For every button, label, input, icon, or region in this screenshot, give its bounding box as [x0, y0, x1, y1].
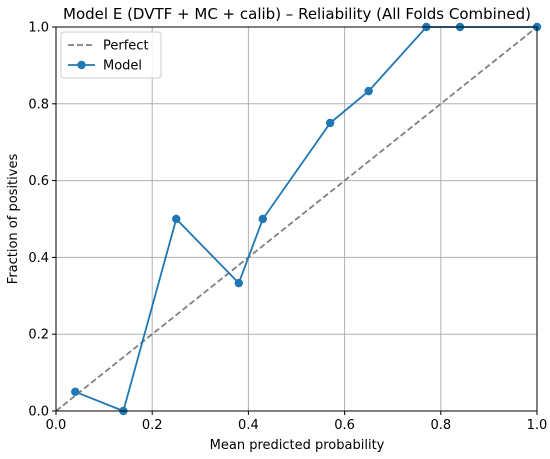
y-tick-label: 1.0	[28, 21, 49, 36]
x-tick-label: 0.8	[430, 418, 451, 433]
plot-frame	[55, 26, 538, 412]
x-tick-label: 0.6	[334, 418, 355, 433]
y-axis-label: Fraction of positives	[6, 154, 21, 285]
x-tick-label: 0.0	[46, 418, 67, 433]
model-point	[234, 278, 243, 288]
x-axis-label: Mean predicted probability	[210, 438, 385, 453]
y-tick-label: 0.0	[28, 405, 49, 420]
legend: Perfect Model	[60, 31, 162, 79]
chart-title: Model E (DVTF + MC + calib) – Reliabilit…	[63, 5, 531, 23]
series-layer	[55, 22, 542, 416]
perfect-line	[55, 26, 538, 412]
model-point	[172, 214, 181, 224]
y-tick-label: 0.8	[28, 97, 49, 112]
y-tick-label: 0.4	[28, 251, 49, 266]
axis-ticks: 0.0 0.2 0.4 0.6 0.8 1.0 0.0 0.2 0.4 0.6 0.8 1.0	[28, 21, 547, 434]
legend-perfect-label: Perfect	[103, 39, 149, 54]
model-point	[258, 214, 268, 224]
model-line	[74, 26, 537, 413]
model-point	[71, 387, 80, 396]
legend-model-marker	[77, 60, 86, 70]
legend-model-label: Model	[103, 59, 142, 74]
y-tick-label: 0.2	[28, 328, 49, 343]
model-point	[364, 86, 373, 96]
legend-box	[60, 31, 162, 79]
y-tick-label: 0.6	[28, 174, 49, 189]
x-tick-label: 0.2	[142, 418, 163, 433]
x-tick-label: 1.0	[527, 418, 548, 433]
x-tick-label: 0.4	[238, 418, 259, 433]
model-point	[325, 118, 335, 128]
